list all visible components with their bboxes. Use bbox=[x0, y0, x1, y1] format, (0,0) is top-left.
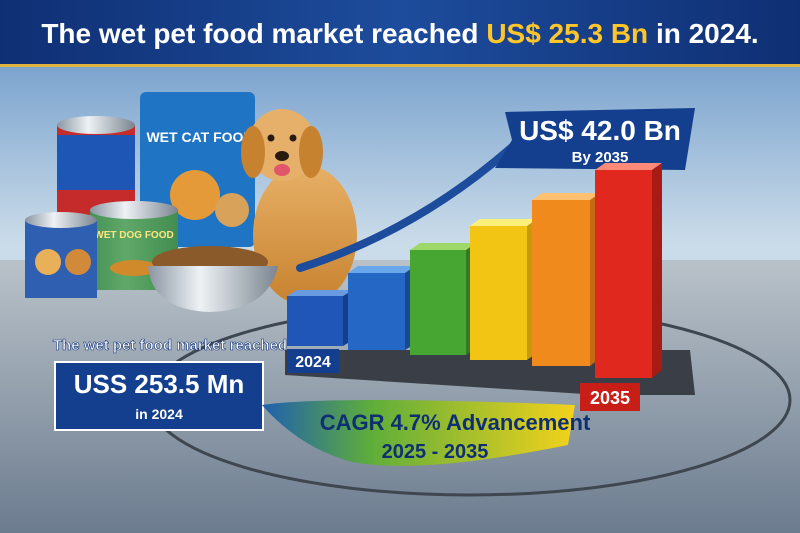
start-year: 2024 bbox=[295, 354, 331, 371]
dog-nose bbox=[275, 151, 289, 161]
dog bbox=[241, 109, 357, 305]
title-highlight: US$ 25.3 Bn bbox=[486, 18, 648, 49]
cat-picture bbox=[65, 249, 91, 275]
bar-chart-illustration bbox=[285, 163, 695, 395]
bar-top bbox=[348, 266, 415, 273]
current-box bbox=[54, 361, 264, 431]
cagr-period: 2025 - 2035 bbox=[382, 441, 489, 463]
can-picture bbox=[110, 260, 158, 276]
can-text: WET DOG FOOD bbox=[94, 230, 173, 241]
bar bbox=[410, 243, 476, 355]
cagr-swoosh bbox=[262, 400, 575, 466]
end-label-box bbox=[580, 383, 640, 411]
end-year: 2035 bbox=[590, 388, 630, 408]
bag-label: WET CAT FOOD bbox=[146, 129, 253, 145]
current-label: in 2024 bbox=[135, 406, 183, 422]
bar bbox=[595, 163, 662, 378]
growth-arrow bbox=[296, 136, 524, 272]
current-value: USS 253.5 Mn bbox=[74, 369, 245, 399]
title: The wet pet food market reached US$ 25.3… bbox=[41, 18, 758, 49]
forecast-label: By 2035 bbox=[572, 149, 629, 166]
bar-top bbox=[532, 193, 600, 200]
can-lid bbox=[25, 212, 97, 228]
dog-body bbox=[253, 165, 357, 305]
dog-tongue bbox=[274, 164, 290, 176]
can-label bbox=[57, 135, 135, 190]
bar-top bbox=[595, 163, 662, 170]
bar-front bbox=[287, 296, 343, 346]
cat-picture bbox=[170, 170, 220, 220]
cat-can bbox=[57, 116, 135, 215]
bar-front bbox=[348, 273, 405, 350]
bar-front bbox=[470, 226, 527, 360]
start-label-box bbox=[287, 349, 339, 373]
bar-front bbox=[410, 250, 466, 355]
dog-ear bbox=[241, 126, 265, 178]
can-lid bbox=[57, 116, 135, 134]
bar bbox=[470, 219, 537, 360]
bowl-body bbox=[148, 266, 278, 312]
cats-can bbox=[25, 212, 97, 298]
bar bbox=[287, 290, 353, 346]
cat-picture bbox=[35, 249, 61, 275]
can-lid bbox=[90, 201, 178, 219]
dog-head bbox=[248, 109, 316, 181]
bar bbox=[532, 193, 600, 366]
bar-front bbox=[595, 170, 652, 378]
cagr-text: CAGR 4.7% Advancement bbox=[320, 410, 591, 435]
bar-side bbox=[652, 163, 662, 378]
dog-ear bbox=[299, 126, 323, 178]
bar-top bbox=[470, 219, 537, 226]
title-text: The wet pet food market reached bbox=[41, 18, 486, 49]
bowl bbox=[148, 246, 278, 312]
bar-top bbox=[287, 290, 353, 296]
forecast-value: US$ 42.0 Bn bbox=[519, 115, 681, 146]
current-intro: The wet pet food market reached bbox=[53, 337, 287, 354]
bar-front bbox=[532, 200, 590, 366]
dog-picture bbox=[215, 193, 249, 227]
title-text: in 2024. bbox=[648, 18, 759, 49]
bar-top bbox=[410, 243, 476, 250]
title-bar bbox=[0, 0, 800, 66]
dog-eye bbox=[267, 134, 275, 142]
bar bbox=[348, 266, 415, 350]
title-rule bbox=[0, 64, 800, 67]
dog-eye bbox=[289, 134, 297, 142]
forecast-ribbon bbox=[495, 108, 695, 170]
